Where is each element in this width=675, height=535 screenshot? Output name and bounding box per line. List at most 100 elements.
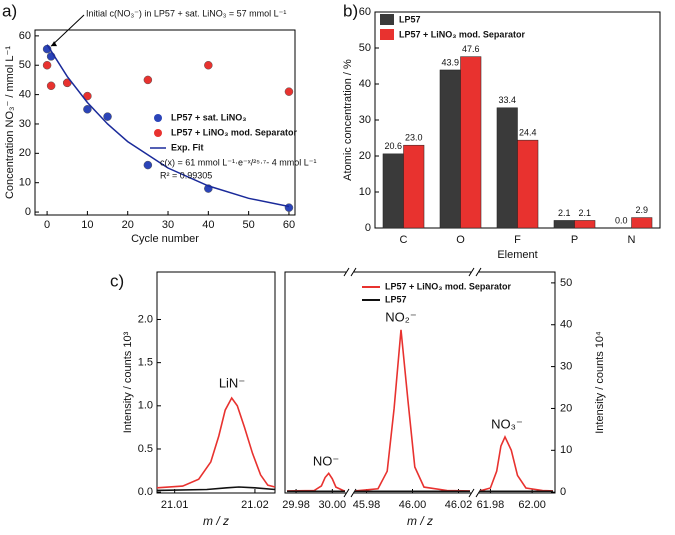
value-label: 20.6: [384, 141, 402, 151]
peak-label: NO₃⁻: [491, 416, 523, 431]
panel-label: c): [110, 271, 124, 290]
y-tick-label: 20: [359, 150, 371, 162]
spectrum-line: [286, 471, 346, 492]
bar: [382, 153, 404, 229]
y2-axis-label: Intensity / counts 10⁴: [594, 331, 606, 434]
y-tick-label: 0.0: [138, 486, 153, 498]
axis-break-gap: [346, 270, 354, 274]
value-label: 2.9: [636, 205, 649, 215]
x-tick-label: 50: [243, 219, 255, 231]
y-tick-label: 0: [365, 222, 371, 234]
axis-break: [343, 267, 357, 277]
x-tick-label: 21.02: [241, 499, 269, 511]
y-tick-label: 30: [19, 118, 31, 130]
legend-marker: [154, 114, 162, 122]
peak-label: NO₂⁻: [385, 309, 416, 324]
x-tick-label: 46.00: [399, 499, 427, 511]
bar: [574, 220, 596, 229]
x-tick-label: F: [514, 234, 521, 246]
y-tick-label: 0.5: [138, 443, 153, 455]
x-tick-label: 30: [162, 219, 174, 231]
y-tick-label: 0: [25, 206, 31, 218]
spectrum-line: [156, 486, 276, 492]
bar: [460, 56, 482, 229]
y-axis-label: Concentration NO₃⁻ / mmol L⁻¹: [4, 46, 16, 199]
value-label: 0.0: [615, 215, 628, 225]
panel-label: a): [2, 1, 17, 20]
annotation: R² = 0.99305: [160, 170, 212, 180]
legend-swatch: [380, 29, 394, 40]
x-tick-label: P: [571, 234, 578, 246]
annotation-arrow: [50, 14, 85, 47]
bar: [439, 69, 461, 229]
bar: [631, 217, 653, 229]
y-axis-label: Atomic concentration / %: [342, 59, 354, 181]
peak-label: LiN⁻: [219, 375, 245, 390]
value-label: 33.4: [498, 95, 516, 105]
y-tick-label: 10: [359, 186, 371, 198]
x-axis-label: Cycle number: [131, 233, 199, 245]
spectrum-line: [354, 329, 471, 492]
data-point: [284, 203, 294, 212]
legend-label: LP57 + LiNO₃ mod. Separator: [385, 281, 511, 291]
x-tick-label: 10: [81, 219, 93, 231]
x-tick-label: 29.98: [282, 499, 310, 511]
x-tick-label: 21.01: [161, 499, 189, 511]
data-point: [46, 81, 56, 91]
x-axis-label: m / z: [203, 514, 229, 528]
y2-tick-label: 0: [560, 486, 566, 498]
axis-break-gap: [471, 270, 479, 274]
y-tick-label: 60: [359, 6, 371, 18]
y-axis-label: Intensity / counts 10³: [122, 331, 134, 433]
data-point: [204, 60, 213, 70]
plot-frame: [34, 29, 296, 216]
x-tick-label: 20: [122, 219, 134, 231]
data-point: [143, 160, 153, 170]
x-tick-label: O: [456, 234, 465, 246]
arrow-head: [51, 41, 58, 47]
bar: [553, 220, 575, 229]
spectrum-line: [156, 396, 276, 489]
y-tick-label: 50: [19, 59, 31, 71]
plot-frame: [156, 271, 276, 494]
y2-tick-label: 10: [560, 444, 572, 456]
value-label: 47.6: [462, 44, 480, 54]
value-label: 24.4: [519, 128, 537, 138]
y-tick-label: 40: [359, 78, 371, 90]
x-tick-label: 0: [44, 219, 50, 231]
panel-label: b): [343, 1, 358, 20]
legend-label: LP57 + sat. LiNO₃: [171, 112, 246, 122]
data-point: [143, 75, 153, 85]
x-tick-label: 46.02: [445, 499, 473, 511]
x-tick-label: 40: [202, 219, 214, 231]
legend-marker: [154, 129, 162, 137]
y-tick-label: 1.5: [138, 357, 153, 369]
axis-break-gap: [346, 491, 354, 495]
y-tick-label: 50: [359, 42, 371, 54]
y-tick-label: 20: [19, 147, 31, 159]
axis-break: [468, 267, 482, 277]
y2-tick-label: 20: [560, 402, 572, 414]
value-label: 23.0: [405, 133, 423, 143]
data-point: [103, 112, 112, 121]
x-tick-label: 45.98: [353, 499, 381, 511]
y-tick-label: 40: [19, 89, 31, 101]
y2-tick-label: 30: [560, 361, 572, 373]
bar: [403, 144, 425, 229]
y-tick-label: 60: [19, 30, 31, 42]
fit-line: [46, 44, 290, 208]
legend-label: LP57: [385, 294, 407, 304]
legend-label: LP57 + LiNO₃ mod. Separator: [171, 127, 297, 137]
x-tick-label: 62.00: [518, 499, 546, 511]
legend-swatch: [380, 14, 394, 25]
data-point: [83, 105, 92, 114]
annotation: Initial c(NO₃⁻) in LP57 + sat. LiNO₃ = 5…: [86, 8, 286, 18]
data-point: [62, 78, 72, 88]
x-tick-label: 30.00: [319, 499, 347, 511]
x-axis-label: m / z: [407, 514, 433, 528]
legend-label: LP57: [399, 14, 421, 24]
x-axis-label: Element: [497, 249, 537, 261]
x-tick-label: N: [628, 234, 636, 246]
x-tick-label: 60: [283, 219, 295, 231]
data-point: [83, 91, 92, 101]
